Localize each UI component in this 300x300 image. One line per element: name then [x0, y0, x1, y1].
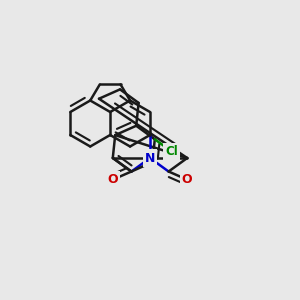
- Text: N: N: [145, 152, 155, 164]
- Text: O: O: [182, 173, 193, 186]
- Text: Cl: Cl: [165, 145, 178, 158]
- Text: O: O: [107, 173, 118, 186]
